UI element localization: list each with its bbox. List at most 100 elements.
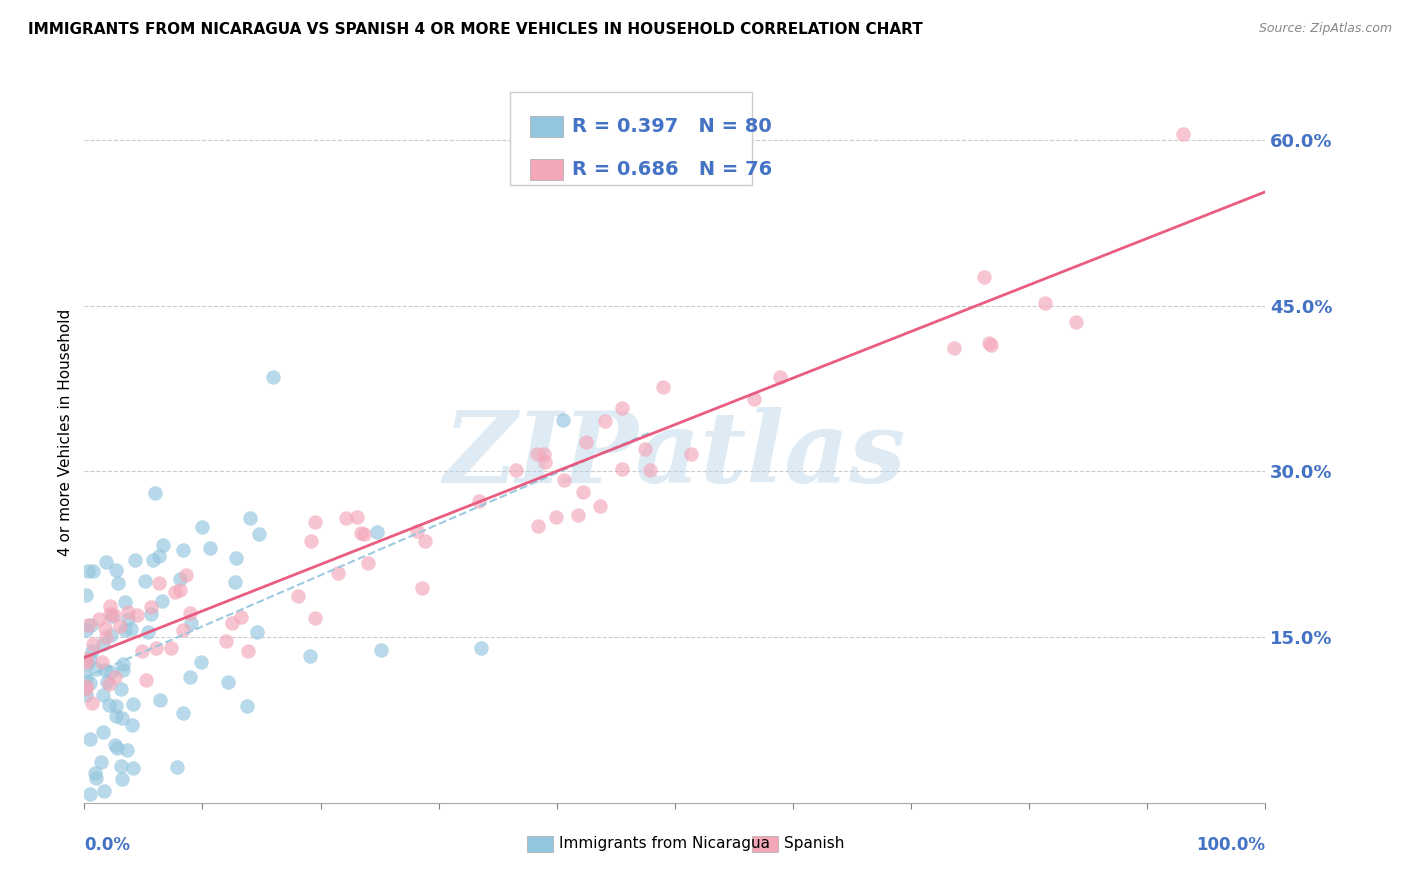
Point [75,688,97,702]
Point [111,657,134,671]
Point [145,640,167,655]
Point [110,759,132,773]
Point [105,741,128,756]
Point [110,682,132,697]
Point [84,771,107,785]
Point [148,576,170,591]
Point [115,743,138,757]
Point [125,607,148,622]
Point [80,643,103,657]
FancyBboxPatch shape [509,92,752,185]
Point [236,698,259,713]
Point [638,463,661,477]
Point [98,698,121,712]
Point [973,269,995,284]
Bar [530,117,562,137]
Point [141,599,163,614]
Point [526,447,548,461]
Point [79,675,101,690]
Point [97,676,120,690]
Point [470,640,492,655]
Point [651,380,673,394]
Point [169,572,191,586]
Point [84,662,107,676]
Point [236,644,259,658]
Point [104,698,127,713]
Point [96,630,118,644]
Text: Source: ZipAtlas.com: Source: ZipAtlas.com [1258,22,1392,36]
Point [366,524,388,539]
Point [75,681,97,696]
Point [150,594,173,608]
Point [723,149,745,163]
Point [298,648,321,663]
Point [122,697,145,711]
Point [634,442,657,456]
Point [75,679,97,693]
Point [406,524,429,539]
Point [349,526,371,541]
Point [505,463,527,477]
Text: Spanish: Spanish [783,836,844,851]
Point [224,575,246,590]
Point [229,610,252,624]
Point [87,612,110,626]
Point [217,674,239,689]
Point [1171,128,1194,142]
Point [124,553,146,567]
Point [612,401,634,416]
Point [82,638,104,652]
Point [593,414,616,428]
Text: Immigrants from Nicaragua: Immigrants from Nicaragua [560,836,770,851]
Point [239,511,262,525]
Point [575,434,598,449]
Point [247,526,270,541]
Point [104,563,127,577]
Point [190,655,212,669]
Point [91,637,114,651]
Point [80,618,103,632]
Point [108,619,131,633]
Point [82,564,104,578]
Text: IMMIGRANTS FROM NICARAGUA VS SPANISH 4 OR MORE VEHICLES IN HOUSEHOLD CORRELATION: IMMIGRANTS FROM NICARAGUA VS SPANISH 4 O… [28,22,922,37]
Point [571,484,593,499]
Point [104,708,127,723]
Point [191,519,214,533]
Point [169,582,191,597]
Point [148,549,170,563]
Point [742,392,765,407]
Point [159,640,181,655]
Point [111,772,134,786]
Point [335,510,357,524]
Point [172,706,194,720]
Point [117,612,139,626]
Point [943,342,966,356]
Point [121,717,143,731]
Point [75,588,97,602]
Point [134,574,156,588]
Point [104,738,127,752]
Point [172,542,194,557]
Point [370,643,392,657]
Point [980,338,1002,352]
Point [769,370,792,384]
Text: ZIPatlas: ZIPatlas [444,407,905,503]
Point [246,624,269,639]
Point [214,633,236,648]
Point [135,673,157,687]
Point [98,607,121,621]
Point [107,575,129,590]
Point [79,787,101,801]
Point [172,623,194,637]
Point [91,688,114,702]
Point [91,655,114,669]
Point [553,413,575,427]
Text: 100.0%: 100.0% [1197,836,1265,855]
Point [152,539,174,553]
Bar [527,836,553,853]
Point [553,473,575,487]
Point [533,455,555,469]
Point [111,711,134,725]
Point [681,447,703,461]
Point [225,550,247,565]
